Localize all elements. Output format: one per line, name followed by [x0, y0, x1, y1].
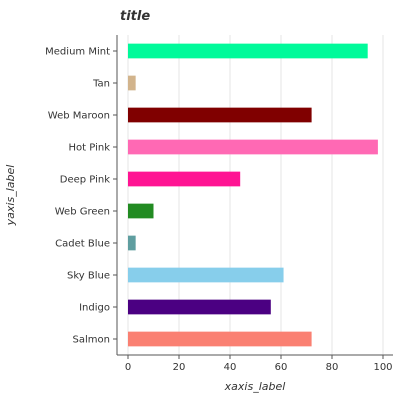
- bar-web-maroon: [128, 107, 312, 123]
- bar-cadet-blue: [128, 235, 136, 251]
- y-axis-ticks: Salmon Indigo Sky Blue Cadet Blue Web Green D…: [45, 47, 117, 346]
- y-tick-label: Salmon: [73, 335, 110, 346]
- x-tick-label: 60: [275, 362, 288, 373]
- bar-indigo: [128, 299, 271, 315]
- y-tick-label: Deep Pink: [60, 175, 110, 186]
- y-tick-label: Tan: [92, 79, 110, 90]
- bar-hot-pink: [128, 139, 378, 155]
- x-axis-title: xaxis_label: [224, 380, 286, 393]
- x-axis-ticks: 0 20 40 60 80 100: [125, 355, 393, 373]
- chart-title: title: [120, 9, 150, 24]
- x-tick-label: 100: [373, 362, 392, 373]
- y-tick-label: Web Green: [55, 207, 110, 218]
- x-tick-label: 20: [173, 362, 186, 373]
- y-tick-label: Indigo: [79, 303, 110, 314]
- y-tick-label: Cadet Blue: [55, 239, 110, 250]
- y-tick-label: Medium Mint: [45, 47, 110, 58]
- bar-medium-mint: [128, 43, 368, 59]
- x-tick-label: 80: [326, 362, 339, 373]
- bar-web-green: [128, 203, 154, 219]
- bar-tan: [128, 75, 136, 91]
- bar-salmon: [128, 331, 312, 347]
- x-tick-label: 0: [125, 362, 131, 373]
- bar-sky-blue: [128, 267, 284, 283]
- bars: [128, 43, 378, 347]
- x-tick-label: 40: [224, 362, 237, 373]
- y-axis-title: yaxis_label: [4, 165, 17, 227]
- bar-deep-pink: [128, 171, 241, 187]
- y-tick-label: Web Maroon: [48, 111, 110, 122]
- y-tick-label: Sky Blue: [67, 271, 110, 282]
- y-tick-label: Hot Pink: [69, 143, 111, 154]
